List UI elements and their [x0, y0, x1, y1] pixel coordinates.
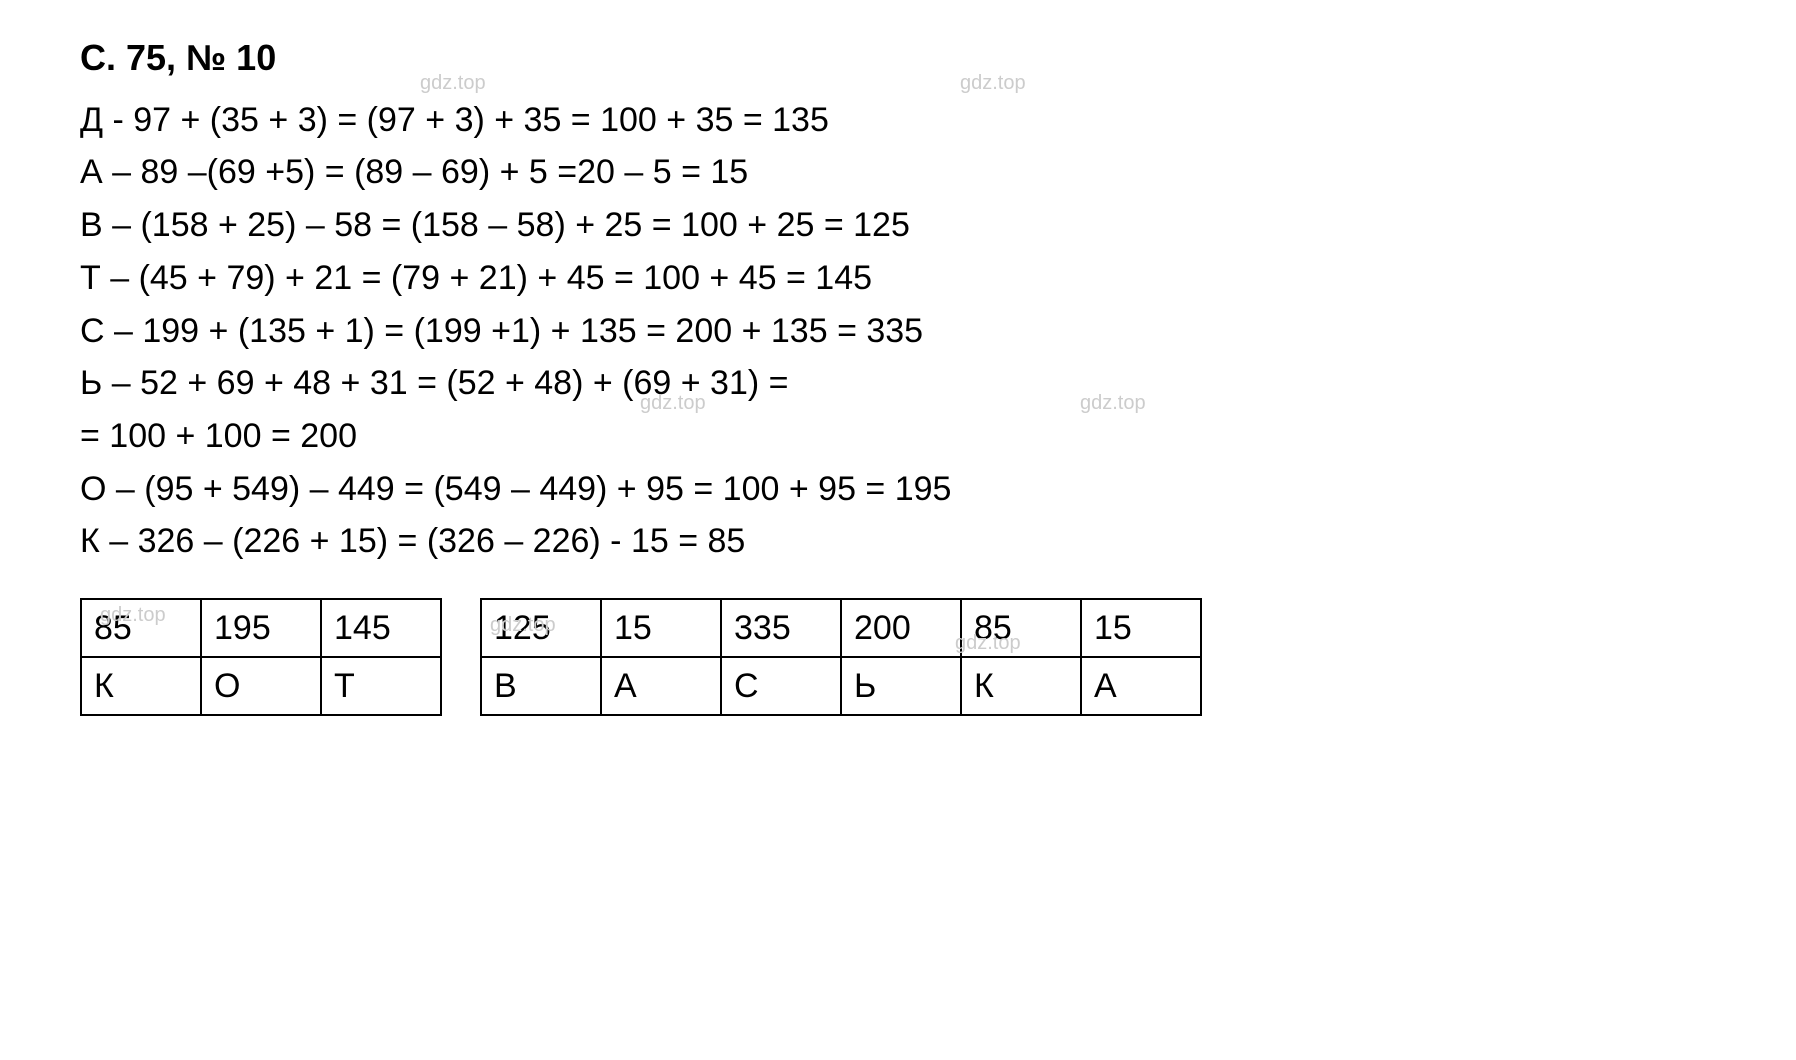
cell-letter: К [961, 657, 1081, 715]
cell-letter: А [601, 657, 721, 715]
cell-num: 335 [721, 599, 841, 657]
cell-letter: А [1081, 657, 1201, 715]
cell-letter: К [81, 657, 201, 715]
table-row-letters: К О Т В А С Ь К А [81, 657, 1201, 715]
cell-letter: В [481, 657, 601, 715]
table-spacer [441, 657, 481, 715]
equation-d: Д - 97 + (35 + 3) = (97 + 3) + 35 = 100 … [80, 94, 1716, 147]
cell-num: 125 [481, 599, 601, 657]
equation-soft-part1: Ь – 52 + 69 + 48 + 31 = (52 + 48) + (69 … [80, 357, 1716, 410]
equation-v: В – (158 + 25) – 58 = (158 – 58) + 25 = … [80, 199, 1716, 252]
cell-num: 200 [841, 599, 961, 657]
table-row-numbers: 85 195 145 125 15 335 200 85 15 [81, 599, 1201, 657]
equation-a: А – 89 –(69 +5) = (89 – 69) + 5 =20 – 5 … [80, 146, 1716, 199]
table-spacer [441, 599, 481, 657]
exercise-heading: С. 75, № 10 [80, 30, 1716, 86]
equation-s: С – 199 + (135 + 1) = (199 +1) + 135 = 2… [80, 305, 1716, 358]
cell-letter: С [721, 657, 841, 715]
cell-num: 195 [201, 599, 321, 657]
cell-num: 85 [961, 599, 1081, 657]
cell-num: 15 [601, 599, 721, 657]
equation-t: Т – (45 + 79) + 21 = (79 + 21) + 45 = 10… [80, 252, 1716, 305]
equation-soft-part2: = 100 + 100 = 200 [80, 410, 1716, 463]
cell-letter: Т [321, 657, 441, 715]
answer-table: 85 195 145 125 15 335 200 85 15 К О Т В … [80, 598, 1202, 716]
cell-num: 85 [81, 599, 201, 657]
equation-k: К – 326 – (226 + 15) = (326 – 226) - 15 … [80, 515, 1716, 568]
cell-letter: Ь [841, 657, 961, 715]
cell-letter: О [201, 657, 321, 715]
cell-num: 15 [1081, 599, 1201, 657]
cell-num: 145 [321, 599, 441, 657]
equation-o: О – (95 + 549) – 449 = (549 – 449) + 95 … [80, 463, 1716, 516]
